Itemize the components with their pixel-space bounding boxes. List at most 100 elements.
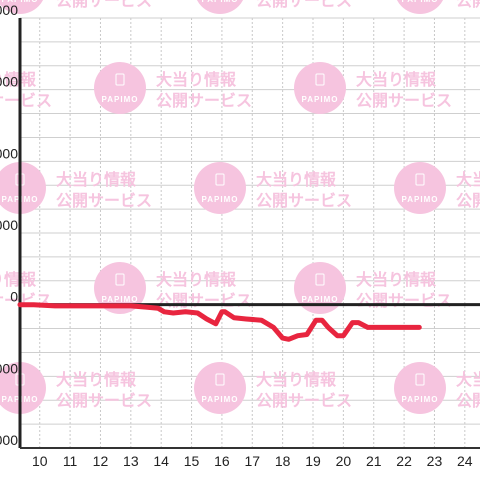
watermark-logo-text: PAPIMO <box>302 295 339 304</box>
watermark-logo-text: PAPIMO <box>302 95 339 104</box>
phone-icon <box>115 273 125 286</box>
papimo-logo-icon <box>0 0 44 14</box>
series-point <box>221 311 223 313</box>
papimo-logo-icon <box>294 62 346 114</box>
watermark-line1: 大当り情報 <box>156 270 237 289</box>
watermark-line2: 公開サービス <box>156 91 252 110</box>
labels-layer: 12,000 9,000 6,000 3,000 0 -3,000 -6,000 10 11 12… <box>0 2 473 469</box>
series-point <box>245 318 247 320</box>
papimo-logo-icon <box>394 162 446 214</box>
x-tick-label: 14 <box>153 453 169 469</box>
series-point <box>69 305 71 307</box>
papimo-logo-icon <box>0 362 46 414</box>
series-point <box>197 312 199 314</box>
series-point <box>418 326 420 328</box>
watermark-line1: 大当り情報 <box>456 370 480 389</box>
series-point <box>306 334 308 335</box>
watermark-line1: 大当り情報 <box>356 270 437 289</box>
series-point <box>376 326 378 328</box>
watermark-layer: PAPIMO大当り情報公開サービスPAPIMO大当り情報公開サービスPAPIMO… <box>0 0 480 414</box>
series-point <box>403 326 405 328</box>
series-point <box>388 326 390 328</box>
watermark-line1: 大当り情報 <box>256 370 337 389</box>
watermark-logo-text: PAPIMO <box>402 0 439 4</box>
watermark-line2: 公開サービス <box>456 191 480 210</box>
papimo-logo-icon <box>0 162 46 214</box>
phone-icon <box>315 73 325 86</box>
watermark-logo-text: PAPIMO <box>102 295 139 304</box>
series-point <box>54 305 56 307</box>
series-point <box>273 326 274 328</box>
series-point <box>352 322 353 324</box>
watermark-logo-text: PAPIMO <box>2 0 39 4</box>
series-point <box>342 335 344 337</box>
papimo-logo-icon <box>194 362 246 414</box>
series-point <box>233 317 235 319</box>
y-tick-label: -6,000 <box>0 432 18 448</box>
series-point <box>327 326 329 328</box>
watermark-line2: 公開サービス <box>256 391 352 410</box>
series-point <box>206 318 208 320</box>
watermark-line1: 大当り情報 <box>456 170 480 189</box>
phone-icon <box>215 373 225 386</box>
series-point <box>100 305 101 307</box>
series-point <box>336 335 338 337</box>
watermark-line2: 公開サービス <box>56 0 152 10</box>
watermark-line2: 公開サービス <box>356 91 452 110</box>
watermark-line1: 大当り情報 <box>356 70 437 89</box>
watermark-line2: 公開サービス <box>56 191 152 210</box>
watermark-logo-text: PAPIMO <box>202 0 239 4</box>
series-point <box>282 337 284 339</box>
series-point <box>358 322 359 324</box>
phone-icon <box>315 273 325 286</box>
watermark-logo-text: PAPIMO <box>202 195 239 204</box>
phone-icon <box>415 373 425 386</box>
watermark-line2: 公開サービス <box>456 391 480 410</box>
papimo-logo-icon <box>196 0 244 14</box>
watermark-line2: 公開サービス <box>256 191 352 210</box>
x-tick-label: 18 <box>275 453 291 469</box>
series-point <box>215 323 217 325</box>
y-tick-label: -3,000 <box>0 360 18 376</box>
y-tick-label: 12,000 <box>0 2 18 18</box>
series-point <box>172 312 174 314</box>
series-point <box>315 319 317 321</box>
series-point <box>19 304 21 306</box>
series-point <box>185 311 186 313</box>
papimo-logo-icon <box>94 62 146 114</box>
x-tick-label: 11 <box>63 453 78 469</box>
series-point <box>288 338 290 340</box>
series-point <box>157 307 159 309</box>
watermark-line2: 公開サービス <box>256 0 352 10</box>
x-tick-label: 21 <box>366 453 382 469</box>
watermark-logo-text: PAPIMO <box>402 195 439 204</box>
series-point <box>163 311 165 313</box>
x-tick-label: 24 <box>457 453 473 469</box>
x-tick-label: 17 <box>244 453 260 469</box>
series-point <box>367 326 369 328</box>
watermark-logo-text: PAPIMO <box>202 395 239 404</box>
y-tick-label: 3,000 <box>0 217 18 233</box>
watermark-line2: 公開サービス <box>456 0 480 10</box>
y-tick-label: 6,000 <box>0 145 18 161</box>
series-point <box>224 311 226 313</box>
y-tick-label: 0 <box>10 289 18 305</box>
watermark-line2: 公開サービス <box>156 291 252 310</box>
grid-layer <box>20 17 480 449</box>
x-tick-label: 22 <box>396 453 412 469</box>
x-tick-label: 15 <box>184 453 200 469</box>
x-tick-label: 19 <box>305 453 321 469</box>
x-tick-label: 13 <box>123 453 139 469</box>
series-point <box>33 304 35 306</box>
watermark-line2: 公開サービス <box>0 91 52 110</box>
phone-icon <box>215 173 225 186</box>
